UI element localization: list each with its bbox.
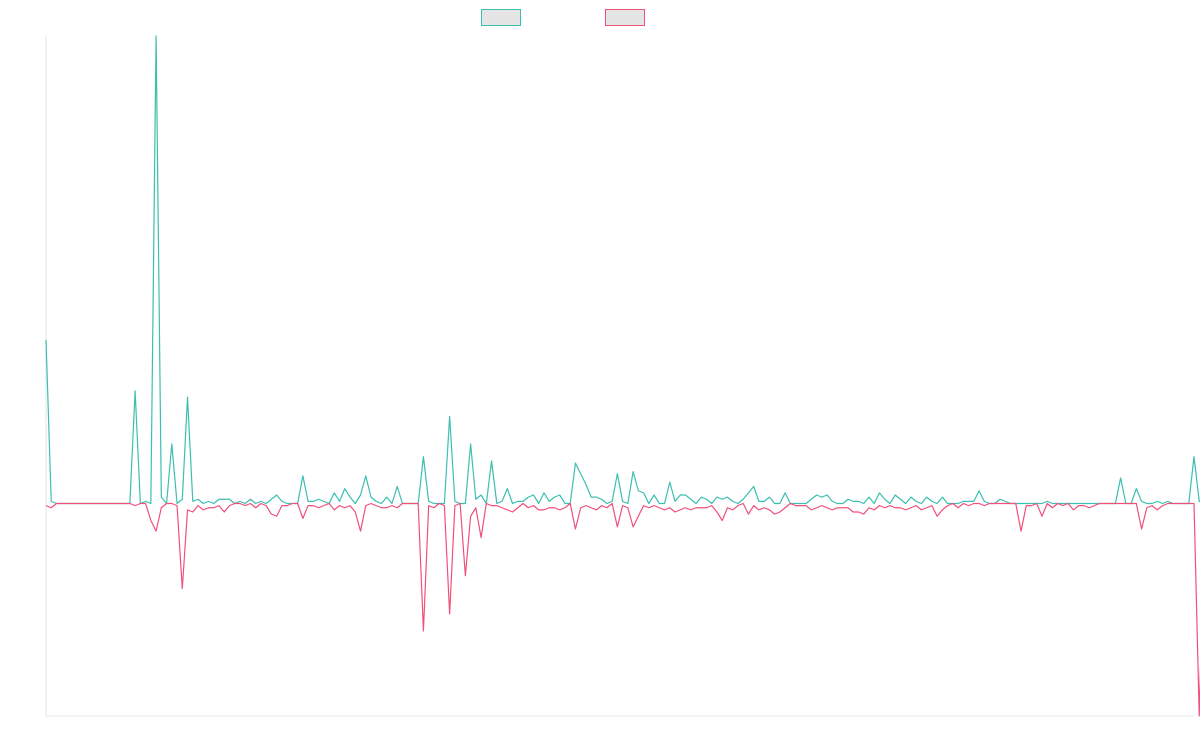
legend-swatch-series-2[interactable] (605, 9, 645, 26)
series-line-2[interactable] (45, 502, 1200, 717)
series-line-1[interactable] (45, 35, 1200, 505)
legend-swatch-series-1[interactable] (481, 9, 521, 26)
legend (0, 9, 1200, 27)
